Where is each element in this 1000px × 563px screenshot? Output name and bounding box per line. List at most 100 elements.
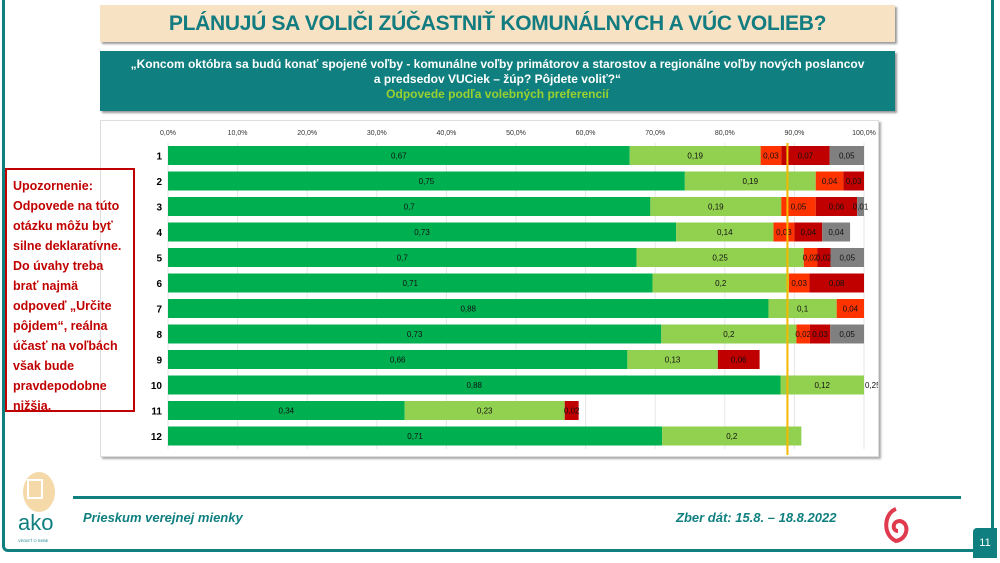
bar-segment <box>168 222 677 242</box>
data-label: 0,19 <box>743 177 759 186</box>
data-label: 0,05 <box>839 152 855 161</box>
question-line-2: a predsedov VUCiek – žúp? Pôjdete voliť?… <box>373 72 622 86</box>
bar-segment <box>830 324 864 344</box>
question-subtitle: Odpovede podľa volebných preferencií <box>386 87 609 101</box>
data-label: 0,03 <box>763 152 779 161</box>
bar-segment <box>661 324 797 344</box>
data-label: 0,19 <box>687 152 703 161</box>
bar-segment <box>168 426 663 446</box>
data-label: 0,71 <box>402 279 418 288</box>
question-line-1: „Koncom októbra sa budú konať spojené vo… <box>130 57 865 71</box>
bar-segment <box>836 299 864 318</box>
bar-segment <box>829 146 864 165</box>
ako-logo: ako VEDIEŤ O SEBE <box>14 470 64 545</box>
data-label: 0,05 <box>839 330 855 339</box>
bar-segment <box>773 222 795 242</box>
data-label: 0,88 <box>466 381 482 390</box>
question-box: „Koncom októbra sa budú konať spojené vo… <box>100 51 895 111</box>
data-label: 0,19 <box>708 203 724 212</box>
data-label: 0,75 <box>419 177 435 186</box>
bar-segment <box>168 299 769 318</box>
x-tick-label: 0,0% <box>160 130 176 137</box>
category-label: 4 <box>156 228 162 239</box>
bar-segment <box>815 171 844 191</box>
data-label: 0,73 <box>414 228 430 237</box>
bar-segment <box>780 375 864 395</box>
x-tick-label: 20,0% <box>297 130 317 137</box>
footer-survey-label: Prieskum verejnej mienky <box>83 510 243 525</box>
bar-segment <box>168 273 653 293</box>
bar-segment <box>796 324 810 344</box>
bar-segment <box>822 222 851 242</box>
data-label: 0,73 <box>407 330 423 339</box>
x-tick-label: 90,0% <box>784 130 804 137</box>
bar-segment <box>717 350 760 369</box>
data-label: 0,2 <box>715 279 727 288</box>
x-tick-label: 70,0% <box>645 130 665 137</box>
bar-segment <box>168 197 651 216</box>
bar-segment <box>652 273 789 293</box>
annotation: 0,25 <box>865 381 878 390</box>
bar-segment <box>676 222 774 242</box>
bar-segment <box>662 426 802 446</box>
data-label: 0,05 <box>791 203 807 212</box>
logo-text: ako <box>18 510 53 535</box>
bar-segment <box>781 197 816 216</box>
category-label: 8 <box>156 330 162 341</box>
x-tick-label: 30,0% <box>367 130 387 137</box>
bar-segment <box>168 375 781 395</box>
data-label: 0,03 <box>776 228 792 237</box>
data-label: 0,04 <box>822 177 838 186</box>
category-label: 10 <box>151 381 163 392</box>
bar-segment <box>627 350 718 369</box>
data-label: 0,01 <box>853 203 869 212</box>
bar-segment <box>781 146 830 165</box>
category-label: 12 <box>151 432 163 443</box>
data-label: 0,71 <box>407 432 423 441</box>
bar-segment <box>788 273 810 293</box>
x-tick-label: 40,0% <box>436 130 456 137</box>
x-tick-label: 60,0% <box>576 130 596 137</box>
footer-divider <box>73 496 961 499</box>
data-label: 0,2 <box>723 330 735 339</box>
spiral-logo-icon <box>880 505 912 550</box>
data-label: 0,06 <box>829 203 845 212</box>
bar-segment <box>636 248 804 267</box>
data-label: 0,14 <box>717 228 733 237</box>
bar-segment <box>809 324 831 344</box>
data-label: 0,1 <box>797 305 809 314</box>
data-label: 0,08 <box>829 279 845 288</box>
bar-segment <box>843 171 864 191</box>
chart-container: 0,0% 10,0% 20,0% 30,0% 40,0% 50,0% 60,0% 70,0% 8… <box>100 120 881 485</box>
category-label: 9 <box>156 356 162 367</box>
page-number: 11 <box>973 528 997 558</box>
bar-segment <box>857 197 864 216</box>
bar-segment <box>629 146 761 165</box>
data-label: 0,02 <box>795 330 811 339</box>
bar-segment <box>404 401 565 420</box>
slide-frame <box>2 0 994 552</box>
bar-segment <box>768 299 837 318</box>
bar-segment <box>168 324 662 344</box>
data-label: 0,2 <box>726 432 738 441</box>
data-label: 0,03 <box>812 330 828 339</box>
bar-segment <box>564 401 579 420</box>
footer-date: Zber dát: 15.8. – 18.8.2022 <box>676 510 837 525</box>
category-label: 7 <box>156 305 162 316</box>
data-label: 0,23 <box>477 407 493 416</box>
category-label: 1 <box>156 152 162 163</box>
bar-segment <box>760 146 782 165</box>
bar-segment <box>168 248 637 267</box>
data-label: 0,07 <box>798 152 814 161</box>
x-tick-label: 50,0% <box>506 130 526 137</box>
logo-tagline: VEDIEŤ O SEBE <box>18 538 49 543</box>
data-label: 0,04 <box>801 228 817 237</box>
data-label: 0,66 <box>390 356 406 365</box>
data-label: 0,02 <box>803 254 819 263</box>
bar-segment <box>684 171 816 191</box>
data-label: 0,25 <box>712 254 728 263</box>
x-tick-label: 80,0% <box>715 130 735 137</box>
stacked-bar-chart: 0,0% 10,0% 20,0% 30,0% 40,0% 50,0% 60,0% 70,0% 8… <box>151 130 881 485</box>
data-label: 0,34 <box>279 407 295 416</box>
x-tick-label: 10,0% <box>228 130 248 137</box>
